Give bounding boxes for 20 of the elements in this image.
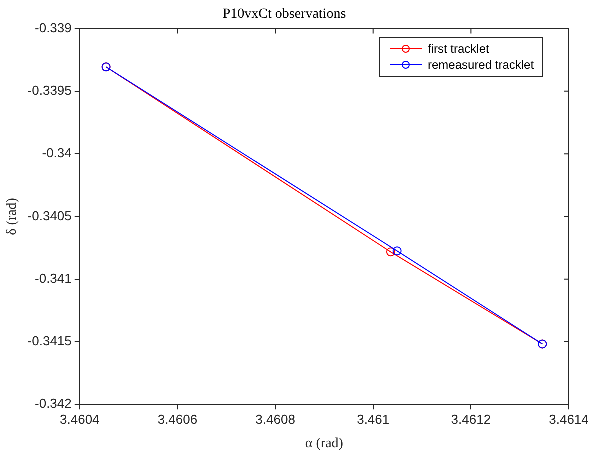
y-tick-label: -0.341 (35, 270, 72, 286)
point (392, 246, 402, 256)
x-tick-label: 3.4608 (256, 412, 296, 427)
x-tick-label: 3.4612 (451, 412, 492, 427)
x-tick-label: 3.4604 (60, 412, 100, 427)
chart-title: P10vxCt observations (222, 7, 346, 22)
y-tick-label: -0.342 (35, 396, 72, 412)
y-tick-label: -0.3395 (28, 83, 72, 98)
legend-label: remeasured tracklet (428, 58, 534, 72)
y-tick-label: -0.339 (35, 20, 72, 36)
legend-label: first tracklet (428, 42, 490, 56)
point (386, 248, 396, 257)
x-tick-label: 3.4606 (158, 412, 198, 427)
y-axis-title: δ (rad) (5, 198, 20, 236)
x-tick-label: 3.4614 (549, 412, 589, 427)
y-tick-label: -0.3405 (28, 208, 72, 224)
x-tick-label: 3.461 (357, 412, 390, 427)
x-axis-title: α (rad) (305, 436, 344, 452)
y-tick-label: -0.34 (42, 146, 72, 161)
y-tick-label: -0.3415 (28, 334, 72, 349)
